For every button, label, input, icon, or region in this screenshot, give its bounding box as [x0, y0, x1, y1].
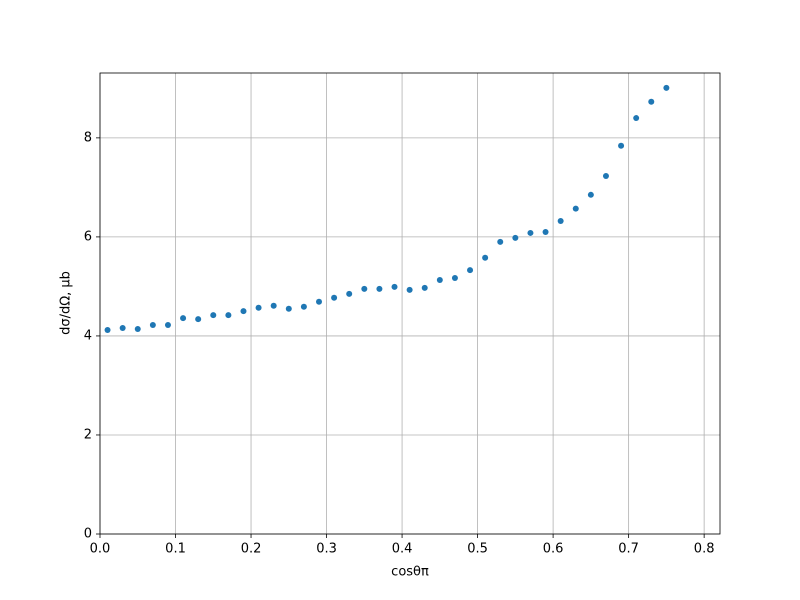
y-tick-label: 2	[84, 427, 92, 442]
x-tick-label: 0.0	[90, 542, 111, 557]
x-tick-label: 0.5	[467, 542, 488, 557]
point	[134, 326, 141, 333]
point	[300, 303, 307, 310]
point	[119, 325, 126, 332]
y-tick-label: 8	[84, 130, 92, 145]
marks-layer	[104, 84, 670, 333]
point	[482, 254, 489, 261]
point	[406, 286, 413, 293]
point	[602, 172, 609, 179]
point	[436, 276, 443, 283]
point	[285, 305, 292, 312]
point	[346, 290, 353, 297]
point	[270, 302, 277, 309]
point	[618, 142, 625, 149]
point	[557, 218, 564, 225]
point	[316, 298, 323, 305]
x-tick-label: 0.4	[392, 542, 413, 557]
x-tick-label: 0.1	[165, 542, 186, 557]
point	[421, 284, 428, 291]
point	[391, 283, 398, 290]
point	[240, 308, 247, 315]
point	[104, 326, 111, 333]
point	[633, 115, 640, 122]
point	[210, 312, 217, 319]
y-tick-label: 4	[84, 328, 92, 343]
point	[225, 312, 232, 319]
plot-frame	[99, 72, 721, 535]
point	[331, 294, 338, 301]
point	[497, 238, 504, 245]
point	[512, 234, 519, 241]
point	[255, 304, 262, 311]
y-tick-label: 6	[84, 229, 92, 244]
point	[542, 228, 549, 235]
x-tick-label: 0.8	[694, 542, 715, 557]
point	[648, 98, 655, 105]
point	[195, 316, 202, 323]
point	[149, 322, 156, 329]
x-tick-label: 0.6	[543, 542, 564, 557]
y-axis-label: dσ/dΩ, μb	[59, 271, 74, 335]
point	[572, 205, 579, 212]
point	[527, 229, 534, 236]
x-axis-label: cosθπ	[391, 565, 429, 580]
point	[180, 315, 187, 322]
point	[376, 285, 383, 292]
point	[361, 285, 368, 292]
x-tick-label: 0.2	[241, 542, 262, 557]
point	[587, 191, 594, 198]
x-tick-label: 0.7	[618, 542, 639, 557]
point	[663, 84, 670, 91]
point	[164, 322, 171, 329]
y-tick-label: 0	[84, 527, 92, 542]
point	[467, 267, 474, 274]
point	[451, 274, 458, 281]
x-tick-label: 0.3	[316, 542, 337, 557]
